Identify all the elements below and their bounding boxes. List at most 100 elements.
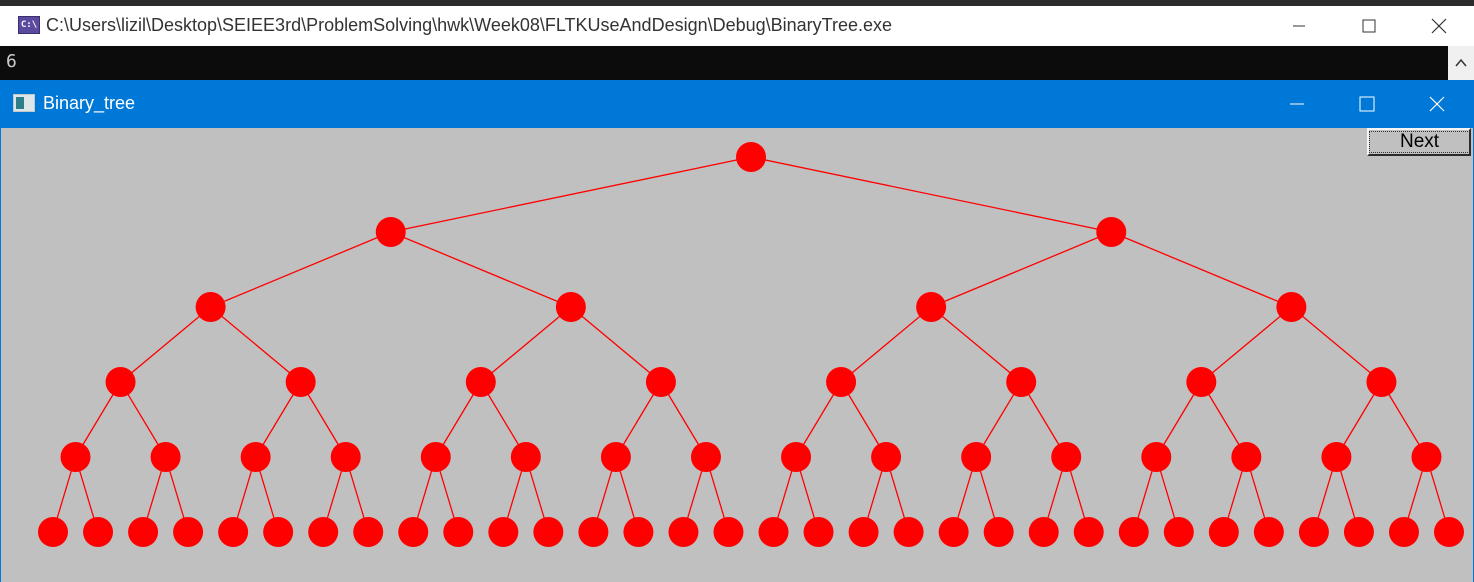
console-window-title: C:\Users\lizil\Desktop\SEIEE3rd\ProblemS… <box>46 15 893 35</box>
tree-edge <box>570 306 662 383</box>
tree-node <box>218 517 249 547</box>
tree-node <box>1118 517 1149 547</box>
next-button-label: Next <box>1369 131 1471 153</box>
tree-node <box>1096 217 1127 247</box>
window-app-icon <box>13 94 35 112</box>
tree-node <box>758 517 789 547</box>
tree-node <box>1051 442 1082 472</box>
tree-node <box>60 442 91 472</box>
tree-node <box>713 517 744 547</box>
tree-node <box>555 292 586 322</box>
tree-node <box>510 442 541 472</box>
tree-edge <box>1200 306 1292 383</box>
tree-edge <box>390 156 752 233</box>
binary-tree-drawing <box>38 142 1464 547</box>
tree-edge <box>210 231 391 308</box>
tree-edge <box>210 306 302 383</box>
tree-node <box>1231 442 1262 472</box>
tree-node <box>1411 442 1442 472</box>
console-scrollbar-up[interactable] <box>1448 46 1474 80</box>
tree-edge <box>930 306 1022 383</box>
tree-node <box>983 517 1014 547</box>
tree-node <box>645 367 676 397</box>
console-top-strip <box>0 0 1474 6</box>
tree-canvas: Next <box>1 128 1473 582</box>
tree-node <box>736 142 766 172</box>
tree-node <box>1186 367 1217 397</box>
tree-node <box>1028 517 1059 547</box>
tree-node <box>173 517 204 547</box>
tree-node <box>105 367 136 397</box>
tree-node <box>420 442 451 472</box>
tree-node <box>398 517 429 547</box>
next-button[interactable]: Next <box>1367 128 1471 156</box>
tree-node <box>871 442 902 472</box>
tree-node <box>240 442 271 472</box>
tree-edge <box>1111 231 1292 308</box>
tree-node <box>353 517 384 547</box>
tree-node <box>330 442 361 472</box>
close-icon <box>1429 96 1445 112</box>
tree-node <box>781 442 812 472</box>
console-maximize-button[interactable] <box>1334 6 1404 46</box>
fltk-window-title: Binary_tree <box>43 93 136 113</box>
console-output-text: 6 <box>6 51 17 72</box>
tree-node <box>578 517 609 547</box>
tree-node <box>443 517 474 547</box>
tree-edge <box>750 156 1112 233</box>
tree-node <box>308 517 339 547</box>
maximize-icon <box>1359 96 1375 112</box>
tree-node <box>826 367 857 397</box>
tree-node <box>668 517 699 547</box>
fltk-maximize-button[interactable] <box>1332 80 1402 128</box>
tree-node <box>83 517 114 547</box>
tree-node <box>488 517 519 547</box>
tree-node <box>285 367 316 397</box>
minimize-icon <box>1293 25 1305 27</box>
tree-node <box>961 442 992 472</box>
tree-node <box>1298 517 1329 547</box>
tree-node <box>150 442 181 472</box>
tree-edge <box>480 306 572 383</box>
tree-edge <box>1290 306 1382 383</box>
tree-node <box>1343 517 1374 547</box>
tree-node <box>623 517 654 547</box>
tree-node <box>803 517 834 547</box>
tree-node <box>1434 517 1464 547</box>
tree-node <box>38 517 68 547</box>
tree-edge <box>120 306 212 383</box>
tree-node <box>848 517 879 547</box>
tree-edge <box>930 231 1112 308</box>
fltk-window: Binary_tree Next <box>0 80 1474 582</box>
tree-node <box>1388 517 1419 547</box>
tree-node <box>533 517 564 547</box>
tree-edge <box>390 231 572 308</box>
fltk-minimize-button[interactable] <box>1262 80 1332 128</box>
tree-node <box>1163 517 1194 547</box>
tree-node <box>893 517 924 547</box>
console-output-area[interactable]: 6 <box>0 46 1474 80</box>
minimize-icon <box>1290 103 1304 105</box>
tree-edge <box>840 306 932 383</box>
console-title-bar[interactable]: C:\ C:\Users\lizil\Desktop\SEIEE3rd\Prob… <box>0 6 1474 46</box>
tree-node <box>128 517 159 547</box>
tree-node <box>916 292 947 322</box>
close-icon <box>1431 18 1447 34</box>
tree-node <box>375 217 406 247</box>
tree-node <box>1141 442 1172 472</box>
tree-node <box>465 367 496 397</box>
tree-node <box>1276 292 1307 322</box>
fltk-close-button[interactable] <box>1402 80 1472 128</box>
chevron-up-icon <box>1455 58 1467 67</box>
console-close-button[interactable] <box>1404 6 1474 46</box>
console-app-icon: C:\ <box>18 16 40 34</box>
console-minimize-button[interactable] <box>1264 6 1334 46</box>
tree-node <box>600 442 631 472</box>
tree-node <box>1366 367 1397 397</box>
tree-node <box>1321 442 1352 472</box>
tree-node <box>938 517 969 547</box>
tree-node <box>1006 367 1037 397</box>
tree-node <box>195 292 226 322</box>
maximize-icon <box>1362 19 1376 33</box>
fltk-title-bar[interactable]: Binary_tree <box>0 80 1474 128</box>
